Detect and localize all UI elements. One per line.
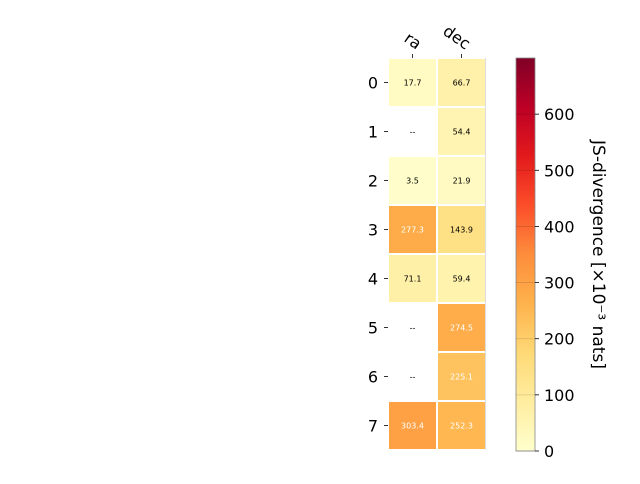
- colorbar-label: JS-divergence [×10⁻³ nats]: [588, 139, 608, 369]
- colorbar: [515, 57, 536, 452]
- y-tick-label: 4: [368, 270, 378, 289]
- colorbar-tick-label: 400: [544, 217, 575, 236]
- heatmap-cell: [438, 353, 485, 400]
- y-tick-label: 7: [368, 417, 378, 436]
- colorbar-tick-label: 600: [544, 105, 575, 124]
- cell-value-label: 71.1: [404, 275, 422, 284]
- y-tick-label: 3: [368, 221, 378, 240]
- y-tick-label: 0: [368, 74, 378, 93]
- cell-value-label: 303.4: [401, 422, 424, 431]
- x-tick-label: dec: [440, 21, 474, 53]
- colorbar-tick-label: 200: [544, 330, 575, 349]
- heatmap-cell: [438, 108, 485, 155]
- cell-value-label: 3.5: [406, 177, 419, 186]
- heatmap-cell: [389, 59, 436, 106]
- heatmap-cell: [438, 402, 485, 449]
- heatmap-cell: [438, 206, 485, 253]
- cell-value-label: 225.1: [450, 373, 473, 382]
- heatmap-cell: [438, 59, 485, 106]
- x-tick-label: ra: [401, 28, 425, 53]
- heatmap-cell: [389, 255, 436, 302]
- y-tick-label: 1: [368, 123, 378, 142]
- cell-value-label: --: [410, 373, 416, 382]
- cell-value-label: 274.5: [450, 324, 473, 333]
- cell-value-label: 59.4: [453, 275, 471, 284]
- cell-value-label: 17.7: [404, 79, 422, 88]
- cell-value-label: 21.9: [453, 177, 471, 186]
- y-tick-label: 2: [368, 172, 378, 191]
- cell-value-label: 252.3: [450, 422, 473, 431]
- cell-value-label: 143.9: [450, 226, 473, 235]
- cell-value-label: --: [410, 324, 416, 333]
- y-tick-label: 6: [368, 368, 378, 387]
- heatmap-cell: [438, 304, 485, 351]
- colorbar-tick-label: 100: [544, 386, 575, 405]
- heatmap-cell: [389, 157, 436, 204]
- heatmap-cell: [389, 206, 436, 253]
- heatmap-cell: [389, 402, 436, 449]
- heatmap-cell: [438, 255, 485, 302]
- colorbar-tick-label: 500: [544, 161, 575, 180]
- cell-value-label: --: [410, 128, 416, 137]
- colorbar-tick-label: 0: [544, 442, 554, 461]
- colorbar-tick-label: 300: [544, 274, 575, 293]
- heatmap-cell: [438, 157, 485, 204]
- cell-value-label: 54.4: [453, 128, 471, 137]
- cell-value-label: 66.7: [453, 79, 471, 88]
- y-tick-label: 5: [368, 319, 378, 338]
- cell-value-label: 277.3: [401, 226, 424, 235]
